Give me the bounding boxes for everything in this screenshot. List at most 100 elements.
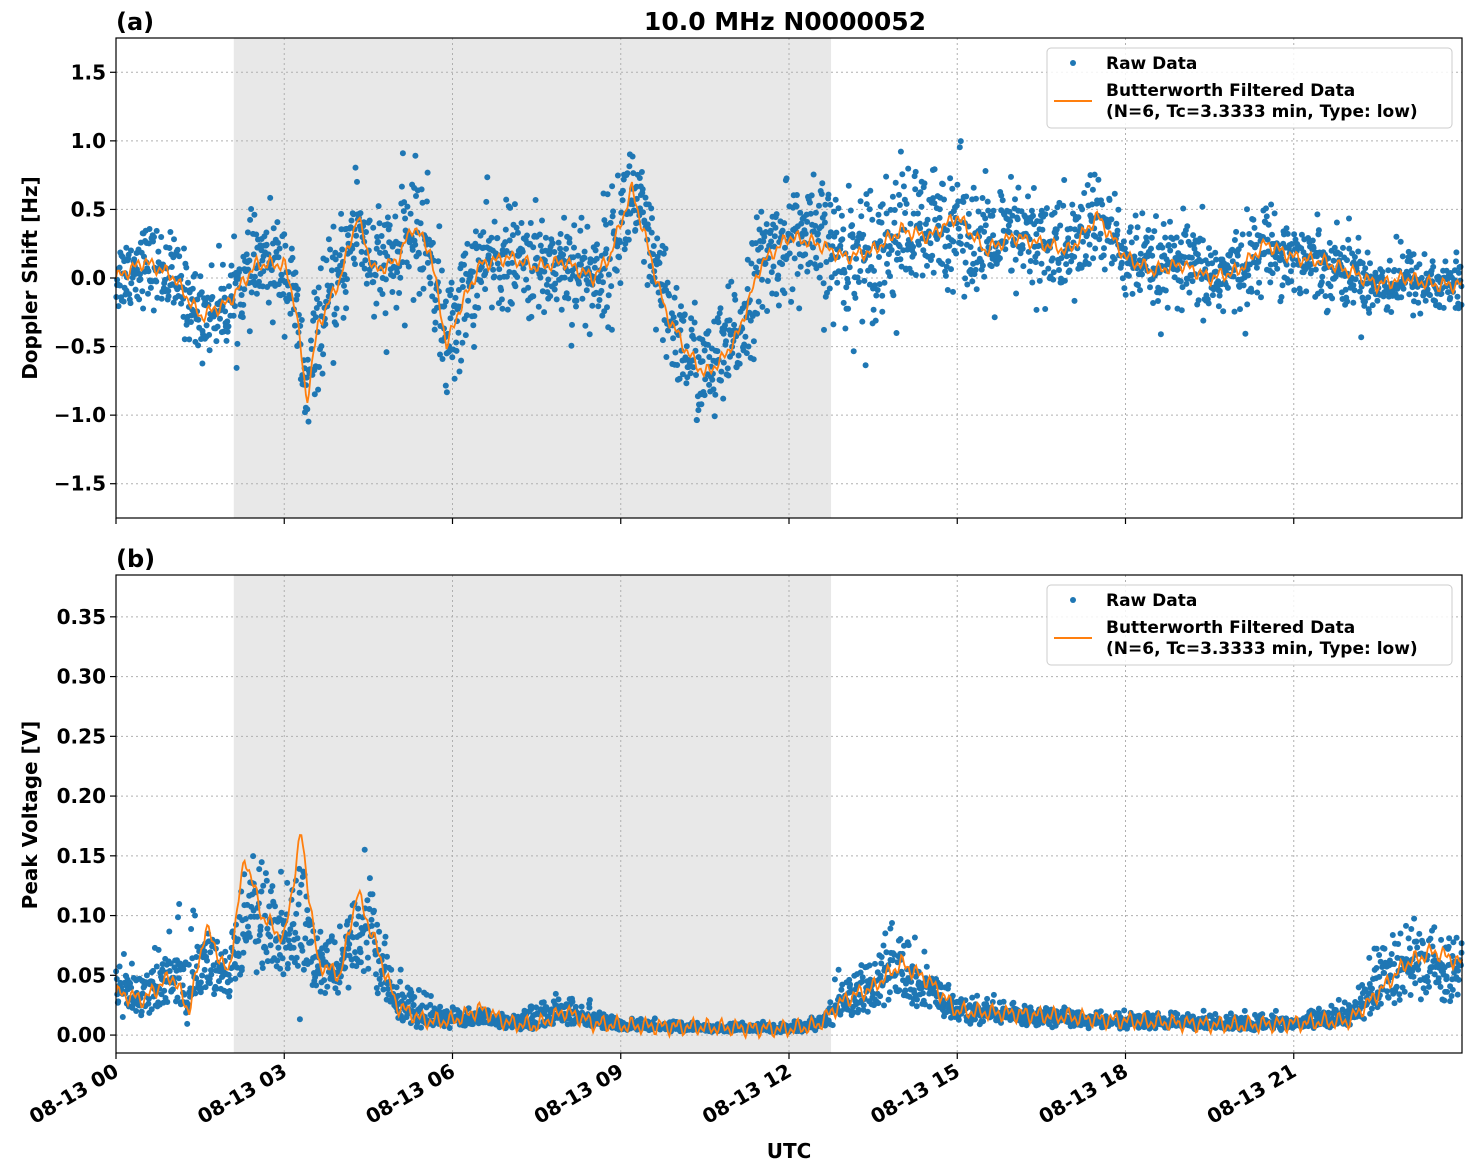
raw-data-point [1327, 283, 1334, 290]
raw-data-point [1019, 245, 1026, 252]
raw-data-point [914, 996, 920, 1003]
raw-data-point [957, 138, 964, 145]
raw-data-point [1014, 216, 1021, 223]
raw-data-point [1063, 253, 1070, 260]
raw-data-point [1351, 254, 1358, 260]
raw-data-point [376, 976, 383, 982]
raw-data-point [287, 926, 294, 933]
raw-data-point [773, 291, 780, 298]
raw-data-point [214, 323, 221, 330]
raw-data-point [1346, 215, 1352, 222]
raw-data-point [267, 942, 274, 949]
raw-data-point [595, 303, 602, 310]
raw-data-point [996, 255, 1003, 262]
raw-data-point [470, 268, 476, 275]
raw-data-point [370, 279, 377, 285]
panel-a-legend: Raw Data Butterworth Filtered Data (N=6,… [1046, 47, 1453, 129]
raw-data-point [919, 990, 926, 997]
raw-data-point [406, 239, 413, 246]
raw-data-point [373, 300, 380, 307]
raw-data-point [736, 360, 743, 367]
raw-data-point [673, 284, 680, 291]
raw-data-point [620, 176, 627, 183]
raw-data-point [1391, 267, 1398, 273]
raw-data-point [989, 999, 996, 1005]
raw-data-point [1085, 1025, 1092, 1032]
raw-data-point [353, 921, 359, 928]
raw-data-point [1209, 260, 1216, 267]
raw-data-point [797, 263, 804, 270]
raw-data-point [151, 234, 157, 240]
raw-data-point [1422, 297, 1429, 304]
raw-data-point [447, 292, 454, 299]
raw-data-point [754, 310, 761, 317]
raw-data-point [561, 214, 568, 221]
raw-data-point [761, 233, 768, 240]
raw-data-point [1085, 261, 1092, 267]
raw-data-point [417, 220, 424, 227]
raw-data-point [258, 859, 265, 866]
raw-data-point [876, 254, 882, 260]
raw-data-point [872, 282, 878, 289]
raw-data-point [148, 1006, 155, 1013]
raw-data-point [327, 246, 334, 253]
raw-data-point [728, 278, 735, 285]
raw-data-point [257, 923, 264, 930]
raw-data-point [274, 957, 281, 964]
raw-data-point [408, 989, 415, 996]
raw-data-point [1283, 261, 1290, 268]
raw-data-point [231, 233, 238, 240]
raw-data-point [583, 287, 590, 294]
raw-data-point [750, 338, 757, 345]
raw-data-point [846, 264, 853, 271]
raw-data-point [250, 251, 257, 258]
panel-a-label: (a) [116, 8, 154, 36]
raw-data-point [256, 932, 263, 939]
raw-data-point [393, 304, 400, 311]
raw-data-point [438, 267, 445, 274]
raw-data-point [1344, 257, 1350, 264]
raw-data-point [1010, 999, 1017, 1006]
raw-data-point [363, 939, 370, 946]
raw-data-point [263, 241, 270, 248]
raw-data-point [266, 903, 273, 910]
raw-data-point [178, 300, 185, 307]
raw-data-point [860, 1002, 867, 1009]
raw-data-point [1025, 248, 1032, 255]
raw-data-point [578, 261, 584, 268]
raw-data-point [959, 247, 966, 254]
raw-data-point [985, 207, 992, 214]
raw-data-point [767, 227, 774, 234]
raw-data-point [195, 316, 202, 323]
raw-data-point [484, 174, 491, 181]
raw-data-point [672, 349, 679, 356]
raw-data-point [184, 1020, 191, 1027]
raw-data-point [731, 321, 738, 328]
raw-data-point [378, 981, 384, 988]
raw-data-point [330, 360, 337, 366]
raw-data-point [270, 225, 277, 232]
raw-data-point [289, 254, 296, 261]
raw-data-point [1291, 287, 1298, 294]
raw-data-point [420, 265, 427, 272]
raw-data-point [584, 223, 591, 230]
raw-data-point [1155, 284, 1162, 291]
raw-data-point [862, 362, 869, 369]
raw-data-point [905, 165, 912, 172]
raw-data-point [314, 296, 320, 302]
raw-data-point [223, 337, 230, 344]
raw-data-point [1253, 264, 1260, 271]
raw-data-point [513, 224, 520, 231]
raw-data-point [442, 298, 449, 305]
raw-data-point [905, 942, 912, 949]
raw-data-point [1039, 226, 1046, 233]
raw-data-point [167, 960, 174, 967]
raw-data-point [922, 1001, 928, 1008]
raw-data-point [1234, 252, 1241, 259]
raw-data-point [939, 181, 946, 188]
raw-data-point [1149, 1012, 1156, 1019]
raw-data-point [409, 246, 416, 253]
raw-data-point [953, 250, 960, 257]
raw-data-point [138, 1008, 145, 1015]
raw-data-point [512, 283, 519, 290]
